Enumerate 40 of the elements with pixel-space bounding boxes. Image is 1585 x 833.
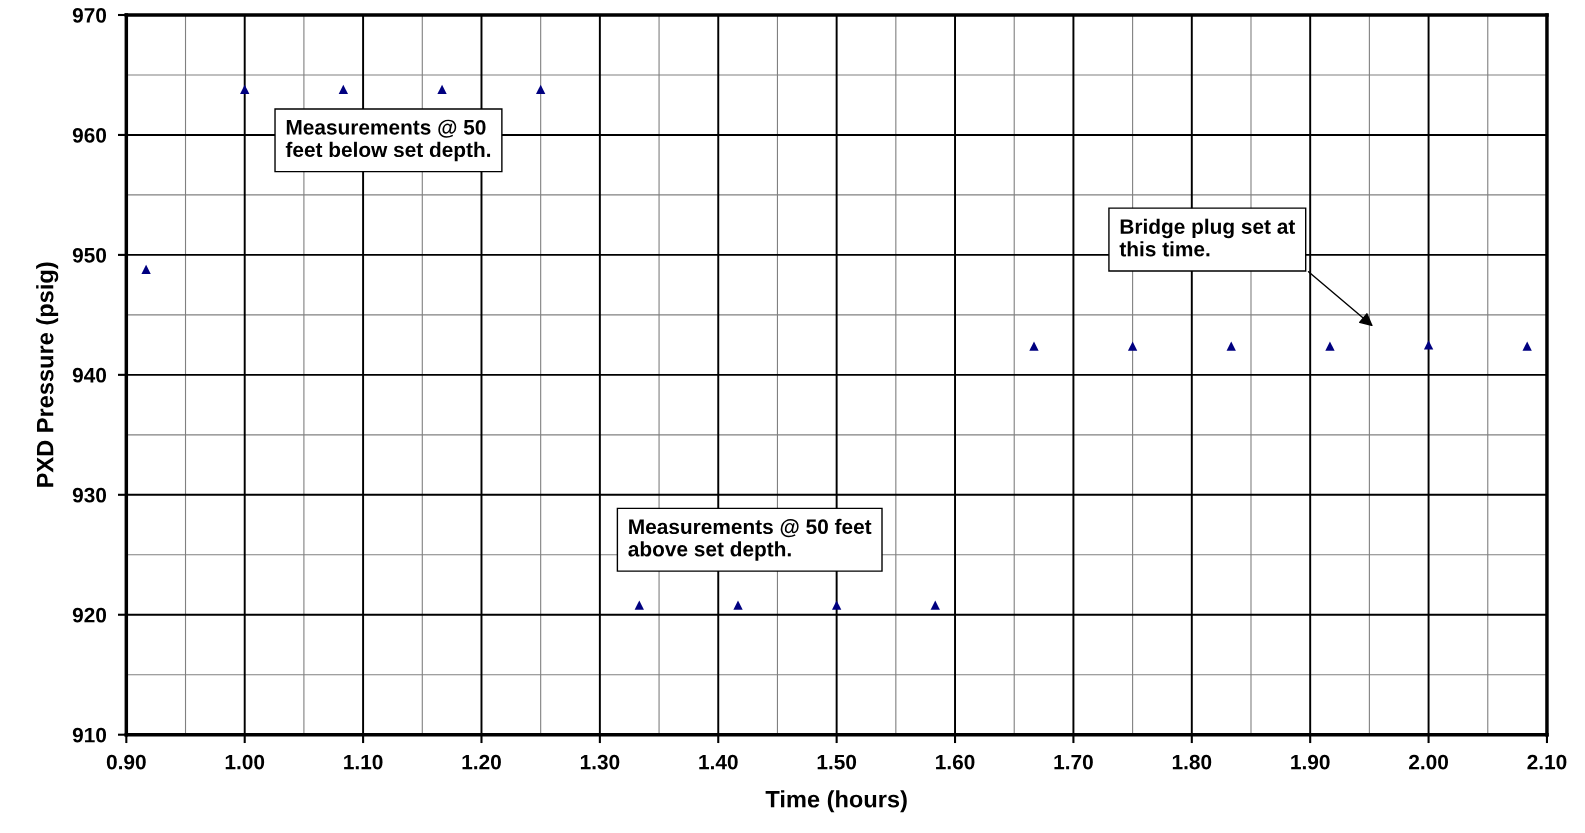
point	[733, 600, 743, 610]
point	[831, 600, 842, 610]
x-tick-label: 1.40	[699, 754, 738, 770]
x-tick-label: 1.00	[225, 754, 265, 770]
x-tick-label: 1.10	[344, 754, 383, 770]
y-tick-label: 920	[72, 607, 107, 623]
x-tick-label: 1.80	[1172, 754, 1212, 770]
y-axis-title: PXD Pressure (psig)	[36, 262, 59, 487]
y-tick-label: 950	[72, 247, 107, 263]
x-tick-label: 1.30	[580, 754, 620, 770]
y-tick-label: 910	[72, 727, 107, 743]
point	[1127, 341, 1138, 351]
point	[1522, 341, 1532, 351]
x-tick-label: 1.60	[936, 754, 975, 770]
point	[437, 84, 447, 95]
x-tick-label: 1.50	[817, 754, 857, 770]
point	[141, 264, 151, 274]
point	[240, 84, 250, 95]
annotation: Measurements @ 50 feet above set depth.	[628, 518, 872, 561]
point	[1029, 341, 1039, 351]
x-tick-label: 1.90	[1291, 754, 1330, 770]
x-axis-title: Time (hours)	[765, 790, 907, 813]
x-tick-label: 0.90	[106, 754, 146, 770]
point	[1325, 341, 1335, 351]
annotation: Bridge plug set at this time.	[1119, 218, 1296, 257]
x-tick-label: 2.00	[1409, 754, 1448, 770]
x-tick-label: 2.10	[1527, 754, 1567, 770]
y-tick-label: 940	[72, 367, 107, 383]
x-tick-label: 1.70	[1054, 754, 1093, 770]
annotation: Measurements @ 50 feet below set depth.	[285, 119, 491, 162]
point	[338, 84, 348, 95]
y-tick-label: 930	[72, 487, 107, 503]
point	[1423, 340, 1434, 350]
y-tick-label: 970	[72, 8, 107, 23]
point	[1226, 341, 1236, 351]
x-tick-label: 1.20	[462, 754, 501, 770]
y-tick-label: 960	[72, 127, 107, 143]
point	[634, 600, 644, 610]
point	[536, 84, 546, 95]
point	[930, 600, 940, 610]
